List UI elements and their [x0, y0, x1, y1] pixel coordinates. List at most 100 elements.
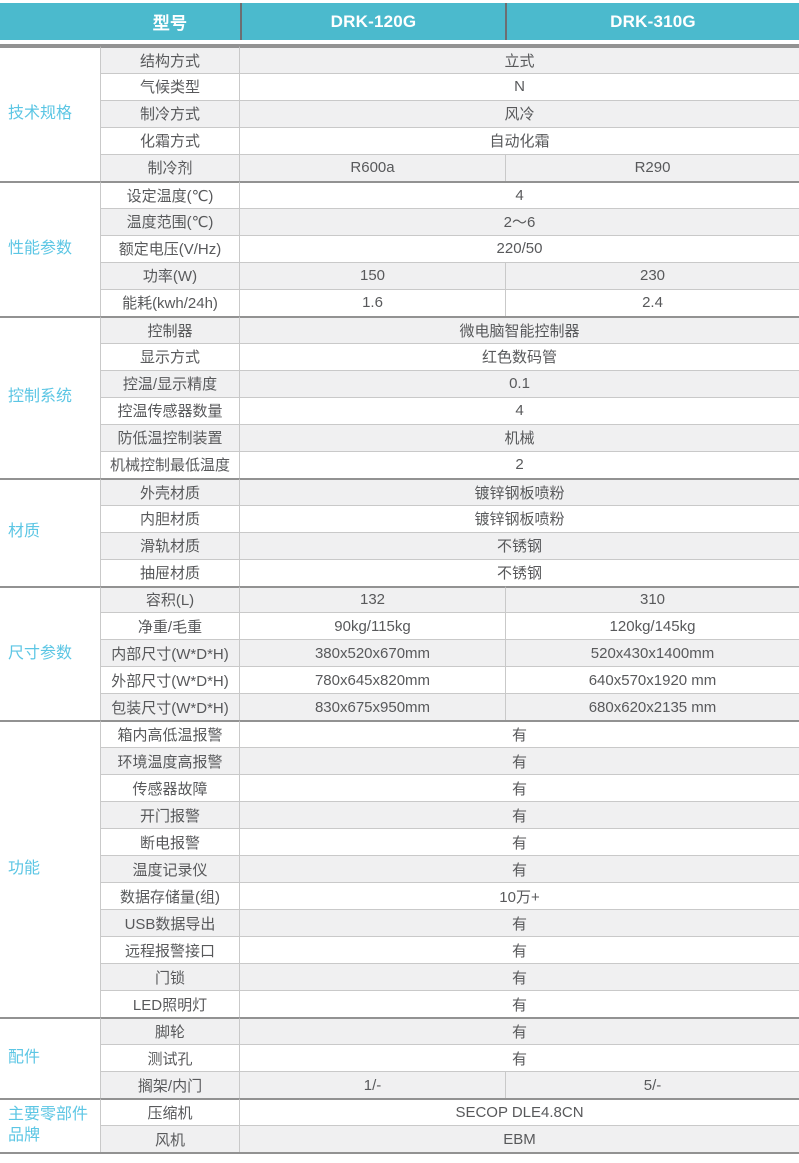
spec-row-label: 控制器 [100, 315, 240, 343]
spec-value-shared: 有 [240, 936, 799, 964]
spec-row-label: 控温传感器数量 [100, 396, 240, 424]
spec-value-drk-310g: 520x430x1400mm [505, 639, 799, 667]
header-column-drk-120g: DRK-120G [240, 3, 505, 40]
spec-row-label: 数据存储量(组) [100, 882, 240, 910]
spec-value-shared: 有 [240, 801, 799, 829]
spec-value-shared: 有 [240, 1044, 799, 1072]
spec-row-label: 内胆材质 [100, 504, 240, 532]
spec-row-label: 内部尺寸(W*D*H) [100, 639, 240, 667]
spec-value-shared: 不锈钢 [240, 531, 799, 559]
spec-table-body: 技术规格 结构方式 立式 气候类型 N 制冷方式 风冷 化霜方式 自动化霜 制冷剂 R600a R29… [0, 44, 799, 1154]
spec-row-label: 开门报警 [100, 801, 240, 829]
spec-row-label: 测试孔 [100, 1044, 240, 1072]
spec-value-shared: EBM [240, 1125, 799, 1152]
category-label-text: 功能 [8, 860, 41, 878]
category-label-3: 材质 [0, 477, 100, 586]
spec-row-label: 净重/毛重 [100, 612, 240, 640]
spec-value-shared: SECOP DLE4.8CN [240, 1098, 799, 1126]
spec-value-drk-120g: 132 [240, 585, 505, 613]
spec-row-label: 温度记录仪 [100, 855, 240, 883]
category-label-text: 性能参数 [8, 239, 73, 257]
category-label-0: 技术规格 [0, 46, 100, 181]
spec-value-drk-310g: 310 [505, 585, 799, 613]
spec-value-shared: 红色数码管 [240, 342, 799, 370]
spec-row-label: 传感器故障 [100, 774, 240, 802]
spec-value-drk-120g: 380x520x670mm [240, 639, 505, 667]
spec-value-shared: 微电脑智能控制器 [240, 315, 799, 343]
spec-value-drk-120g: R600a [240, 153, 505, 181]
category-label-text: 尺寸参数 [8, 644, 73, 662]
spec-value-shared: 2 [240, 450, 799, 478]
category-label-5: 功能 [0, 720, 100, 1018]
spec-value-shared: 有 [240, 855, 799, 883]
spec-row-label: 风机 [100, 1125, 240, 1152]
spec-value-drk-310g: 680x620x2135 mm [505, 693, 799, 721]
header-column-drk-310g: DRK-310G [505, 3, 799, 40]
spec-value-shared: 10万+ [240, 882, 799, 910]
spec-row-label: 外壳材质 [100, 477, 240, 505]
spec-row-label: 搁架/内门 [100, 1071, 240, 1099]
spec-value-shared: 机械 [240, 423, 799, 451]
spec-value-drk-120g: 1.6 [240, 288, 505, 316]
spec-value-drk-310g: 230 [505, 261, 799, 289]
spec-value-drk-120g: 1/- [240, 1071, 505, 1099]
category-label-2: 控制系统 [0, 315, 100, 478]
spec-value-drk-120g: 780x645x820mm [240, 666, 505, 694]
spec-row-label: 远程报警接口 [100, 936, 240, 964]
spec-row-label: 箱内高低温报警 [100, 720, 240, 748]
category-label-6: 配件 [0, 1017, 100, 1099]
header-model-label: 型号 [152, 14, 188, 33]
spec-value-drk-310g: 5/- [505, 1071, 799, 1099]
spec-row-label: 气候类型 [100, 72, 240, 100]
spec-value-shared: 有 [240, 1017, 799, 1045]
spec-row-label: USB数据导出 [100, 909, 240, 937]
spec-row-label: 抽屉材质 [100, 558, 240, 586]
spec-value-drk-310g: R290 [505, 153, 799, 181]
spec-row-label: 设定温度(℃) [100, 180, 240, 208]
spec-value-shared: 不锈钢 [240, 558, 799, 586]
spec-row-label: 包装尺寸(W*D*H) [100, 693, 240, 721]
spec-value-shared: 有 [240, 774, 799, 802]
category-label-text: 材质 [8, 523, 41, 541]
spec-value-shared: 220/50 [240, 234, 799, 262]
category-label-text: 技术规格 [8, 105, 73, 123]
spec-row-label: 外部尺寸(W*D*H) [100, 666, 240, 694]
spec-row-label: 环境温度高报警 [100, 747, 240, 775]
spec-row-label: 显示方式 [100, 342, 240, 370]
spec-row-label: 温度范围(℃) [100, 207, 240, 235]
spec-row-label: 控温/显示精度 [100, 369, 240, 397]
spec-row-label: 额定电压(V/Hz) [100, 234, 240, 262]
spec-value-shared: 立式 [240, 46, 799, 73]
spec-row-label: 压缩机 [100, 1098, 240, 1126]
category-label-4: 尺寸参数 [0, 585, 100, 721]
spec-value-drk-310g: 120kg/145kg [505, 612, 799, 640]
spec-row-label: 门锁 [100, 963, 240, 991]
spec-value-shared: 4 [240, 180, 799, 208]
spec-row-label: 制冷方式 [100, 99, 240, 127]
spec-row-label: 滑轨材质 [100, 531, 240, 559]
spec-value-shared: 0.1 [240, 369, 799, 397]
table-header-row: 型号 DRK-120G DRK-310G [0, 3, 799, 40]
spec-value-drk-120g: 90kg/115kg [240, 612, 505, 640]
spec-row-label: 化霜方式 [100, 126, 240, 154]
spec-row-label: 功率(W) [100, 261, 240, 289]
spec-value-shared: 自动化霜 [240, 126, 799, 154]
spec-row-label: LED照明灯 [100, 990, 240, 1018]
spec-row-label: 脚轮 [100, 1017, 240, 1045]
spec-value-shared: 有 [240, 963, 799, 991]
spec-row-label: 能耗(kwh/24h) [100, 288, 240, 316]
spec-value-shared: 有 [240, 909, 799, 937]
spec-row-label: 防低温控制装置 [100, 423, 240, 451]
spec-value-shared: 风冷 [240, 99, 799, 127]
spec-value-shared: 4 [240, 396, 799, 424]
spec-value-shared: 镀锌钢板喷粉 [240, 504, 799, 532]
spec-row-label: 机械控制最低温度 [100, 450, 240, 478]
category-label-1: 性能参数 [0, 180, 100, 316]
spec-row-label: 制冷剂 [100, 153, 240, 181]
spec-row-label: 断电报警 [100, 828, 240, 856]
spec-value-shared: 有 [240, 990, 799, 1018]
spec-value-drk-310g: 640x570x1920 mm [505, 666, 799, 694]
spec-value-shared: 有 [240, 747, 799, 775]
category-label-text: 配件 [8, 1049, 41, 1067]
spec-value-drk-120g: 150 [240, 261, 505, 289]
